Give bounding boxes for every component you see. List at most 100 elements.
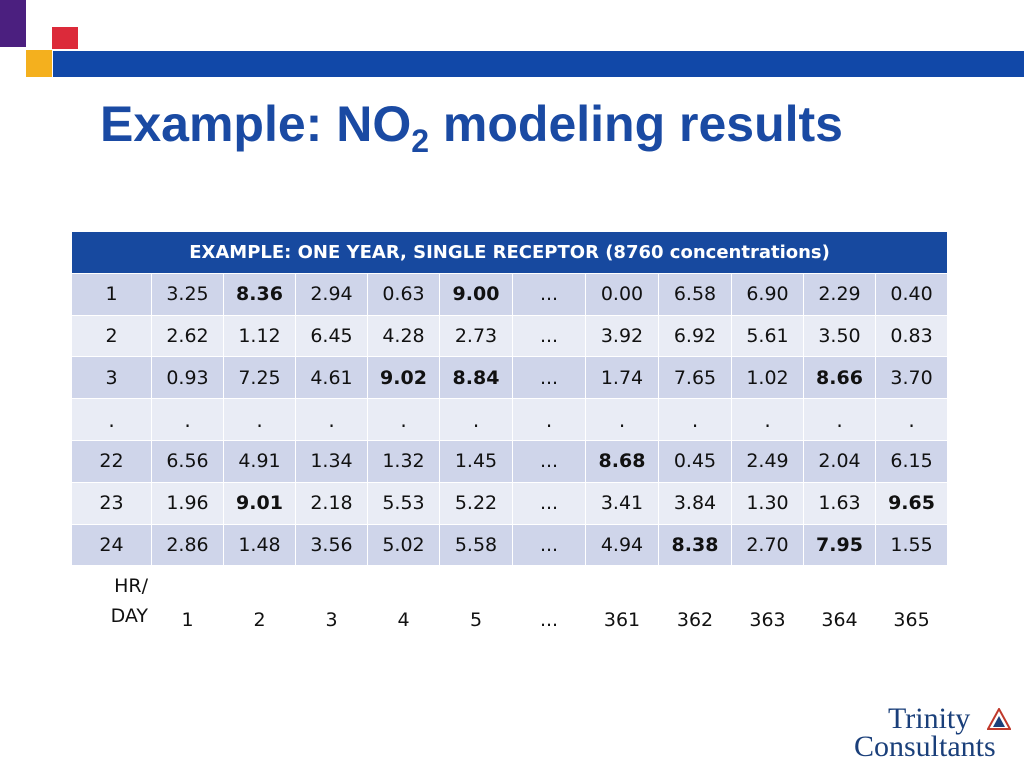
value-cell: 2.18 [295, 481, 368, 525]
table-header-row: EXAMPLE: ONE YEAR, SINGLE RECEPTOR (8760… [70, 231, 949, 274]
table-header: EXAMPLE: ONE YEAR, SINGLE RECEPTOR (8760… [70, 231, 949, 274]
value-cell: 0.83 [874, 314, 949, 358]
value-cell: 5.53 [367, 481, 440, 525]
value-cell: 6.15 [874, 439, 949, 483]
value-cell: . [512, 398, 586, 441]
hour-cell: 23 [71, 481, 152, 525]
value-cell: . [585, 398, 659, 441]
value-cell: 3.50 [803, 314, 876, 358]
table-row: 22 6.56 4.91 1.34 1.32 1.45... 8.68 0.45 2.49 2.0… [71, 439, 949, 483]
value-cell: 8.68 [585, 439, 659, 483]
table-row: 24 2.86 1.48 3.56 5.02 5.58... 4.94 8.38 2.70 7.9… [71, 523, 949, 567]
hour-cell: 24 [71, 523, 152, 567]
day-cell: ... [512, 565, 586, 633]
hr-day-label: HR/DAY [71, 565, 152, 633]
value-cell: 2.70 [731, 523, 804, 567]
day-cell: 362 [658, 565, 732, 633]
value-cell: 9.01 [223, 481, 296, 525]
value-cell: 3.92 [585, 314, 659, 358]
value-cell: 4.91 [223, 439, 296, 483]
value-cell: 0.93 [151, 356, 224, 400]
value-cell: 3.56 [295, 523, 368, 567]
value-cell: 1.63 [803, 481, 876, 525]
value-cell: 8.36 [223, 272, 296, 316]
value-cell: ... [512, 481, 586, 525]
value-cell: 0.63 [367, 272, 440, 316]
value-cell: 2.29 [803, 272, 876, 316]
value-cell: 3.25 [151, 272, 224, 316]
value-cell: 1.34 [295, 439, 368, 483]
value-cell: 5.58 [439, 523, 513, 567]
value-cell: ... [512, 523, 586, 567]
hour-cell: . [71, 398, 152, 441]
day-cell: 365 [874, 565, 949, 633]
value-cell: 1.74 [585, 356, 659, 400]
value-cell: 8.84 [439, 356, 513, 400]
day-cell: 1 [151, 565, 224, 633]
value-cell: 6.90 [731, 272, 804, 316]
value-cell: 4.28 [367, 314, 440, 358]
value-cell: 0.45 [658, 439, 732, 483]
triangle-icon [987, 708, 1011, 730]
hour-cell: 2 [71, 314, 152, 358]
value-cell: 5.22 [439, 481, 513, 525]
day-cell: 361 [585, 565, 659, 633]
hour-cell: 3 [71, 356, 152, 400]
hour-cell: 1 [71, 272, 152, 316]
value-cell: 9.00 [439, 272, 513, 316]
value-cell: 8.38 [658, 523, 732, 567]
value-cell: 2.86 [151, 523, 224, 567]
value-cell: ... [512, 439, 586, 483]
value-cell: ... [512, 356, 586, 400]
day-cell: 3 [295, 565, 368, 633]
day-label: DAY [110, 604, 148, 627]
value-cell: 1.48 [223, 523, 296, 567]
value-cell: 3.70 [874, 356, 949, 400]
day-cell: 364 [803, 565, 876, 633]
company-logo: Trinity Consultants [850, 702, 1020, 764]
value-cell: 6.58 [658, 272, 732, 316]
day-cell: 2 [223, 565, 296, 633]
value-cell: 1.30 [731, 481, 804, 525]
value-cell: 1.96 [151, 481, 224, 525]
logo-text-line2: Consultants [854, 730, 996, 763]
value-cell: 1.45 [439, 439, 513, 483]
page-title: Example: NO2 modeling results [100, 96, 843, 160]
value-cell: 0.00 [585, 272, 659, 316]
value-cell: ... [512, 272, 586, 316]
value-cell: 1.55 [874, 523, 949, 567]
table-row: ............ [71, 398, 949, 441]
value-cell: 0.40 [874, 272, 949, 316]
concentration-table: EXAMPLE: ONE YEAR, SINGLE RECEPTOR (8760… [70, 231, 949, 633]
table-row: 23 1.96 9.01 2.18 5.53 5.22... 3.41 3.84 1.30 1.6… [71, 481, 949, 525]
value-cell: 2.49 [731, 439, 804, 483]
value-cell: . [367, 398, 440, 441]
value-cell: . [223, 398, 296, 441]
value-cell: . [803, 398, 876, 441]
day-cell: 4 [367, 565, 440, 633]
value-cell: 9.65 [874, 481, 949, 525]
hour-cell: 22 [71, 439, 152, 483]
value-cell: 2.94 [295, 272, 368, 316]
value-cell: 5.02 [367, 523, 440, 567]
value-cell: . [295, 398, 368, 441]
value-cell: 2.04 [803, 439, 876, 483]
day-cell: 5 [439, 565, 513, 633]
value-cell: . [731, 398, 804, 441]
value-cell: 6.92 [658, 314, 732, 358]
value-cell: . [439, 398, 513, 441]
value-cell: 1.12 [223, 314, 296, 358]
table-row: 3 0.93 7.25 4.61 9.02 8.84... 1.74 7.65 1.02 8.66… [71, 356, 949, 400]
value-cell: 6.56 [151, 439, 224, 483]
value-cell: . [151, 398, 224, 441]
value-cell: 4.61 [295, 356, 368, 400]
day-row: HR/DAY 1 2 3 4 5... 361 362 363 364 365 [71, 565, 949, 633]
decor-square-purple [0, 0, 26, 47]
value-cell: 7.95 [803, 523, 876, 567]
value-cell: 3.84 [658, 481, 732, 525]
value-cell: 7.25 [223, 356, 296, 400]
value-cell: 1.02 [731, 356, 804, 400]
value-cell: 2.73 [439, 314, 513, 358]
value-cell: 3.41 [585, 481, 659, 525]
decor-square-yellow [26, 50, 52, 77]
